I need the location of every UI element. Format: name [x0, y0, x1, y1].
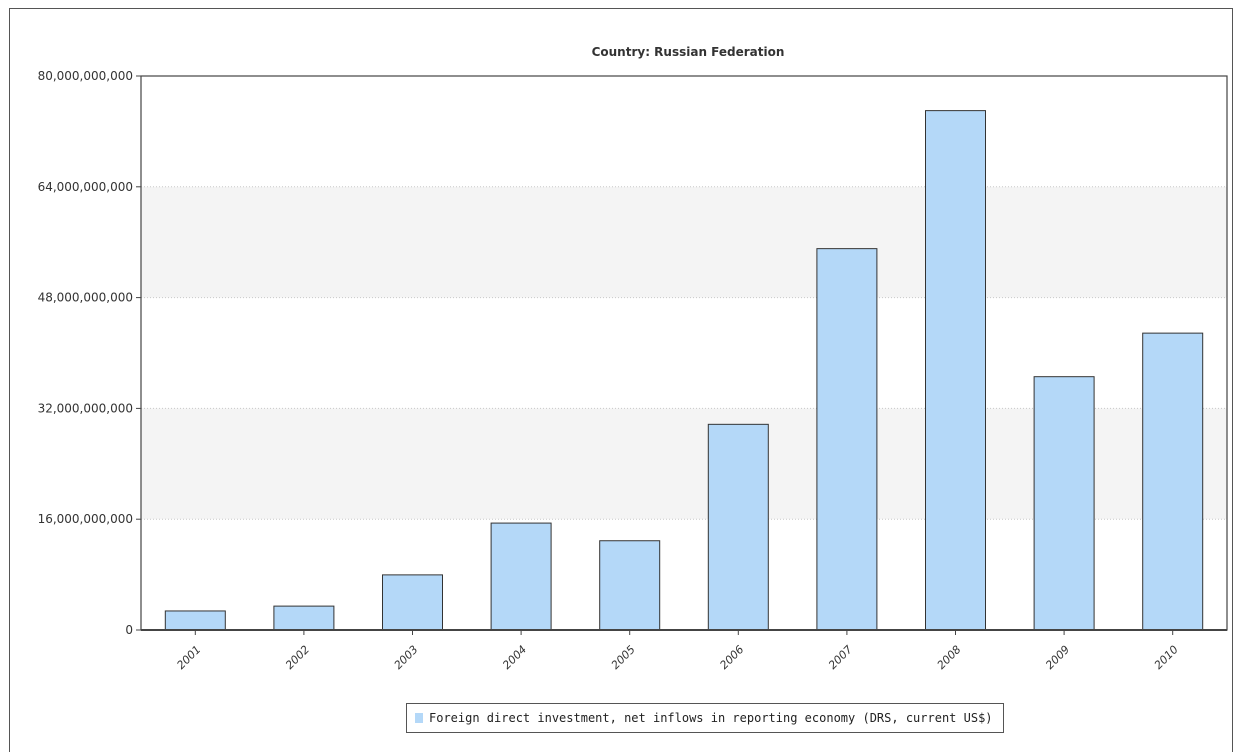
y-tick-label: 16,000,000,000 — [38, 512, 133, 526]
bar-2004 — [490, 522, 552, 631]
axes — [136, 75, 1228, 635]
bar-2009 — [1033, 376, 1095, 631]
grid-lines — [141, 186, 1227, 520]
plot-band — [141, 186, 1227, 298]
y-tick-label: 64,000,000,000 — [38, 180, 133, 194]
legend: Foreign direct investment, net inflows i… — [406, 703, 1004, 733]
x-axis-ticks: 2001 2002 2003 2004 2005 2006 2007 2008 2009 2010 — [174, 643, 1180, 672]
x-tick-label: 2007 — [826, 643, 855, 672]
y-axis-ticks: 0 16,000,000,000 32,000,000,000 48,000,000,… — [38, 69, 133, 637]
bar-2002 — [273, 605, 335, 631]
legend-label: Foreign direct investment, net inflows i… — [429, 711, 993, 725]
bar-2010 — [1142, 332, 1204, 631]
chart-title: Country: Russian Federation — [592, 45, 785, 59]
bar-2008 — [925, 110, 986, 631]
y-tick-label: 80,000,000,000 — [38, 69, 133, 83]
x-tick-label: 2010 — [1152, 643, 1181, 672]
bar-2006 — [707, 423, 769, 631]
x-tick-label: 2008 — [935, 643, 964, 672]
y-tick-label: 32,000,000,000 — [38, 401, 133, 415]
y-tick-label: 0 — [125, 623, 133, 637]
x-tick-label: 2009 — [1043, 643, 1072, 672]
bar-2001 — [164, 610, 226, 631]
legend-swatch — [415, 713, 423, 723]
bar-2007 — [816, 248, 878, 631]
bar-2003 — [382, 574, 443, 631]
bar-2005 — [599, 540, 661, 631]
x-tick-label: 2003 — [392, 643, 421, 672]
x-tick-label: 2002 — [283, 643, 312, 672]
x-tick-label: 2005 — [609, 643, 638, 672]
y-tick-label: 48,000,000,000 — [38, 291, 133, 305]
x-tick-label: 2004 — [500, 643, 529, 672]
x-tick-label: 2006 — [717, 643, 746, 672]
x-tick-label: 2001 — [174, 643, 203, 672]
